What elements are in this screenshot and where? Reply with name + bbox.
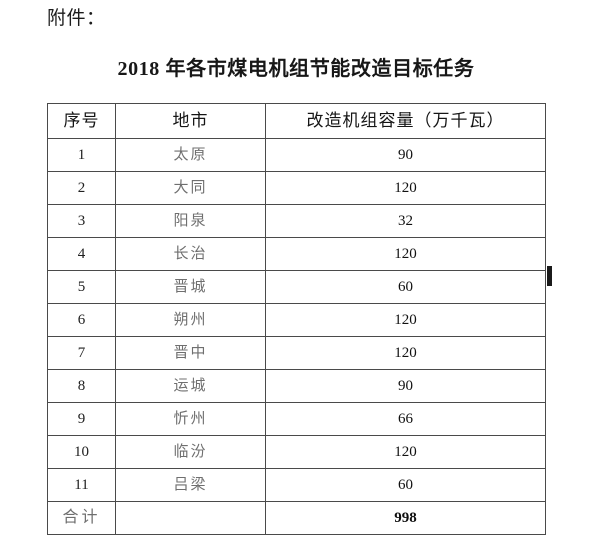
cell-city: 阳泉 xyxy=(115,204,266,238)
cell-value: 120 xyxy=(265,237,546,271)
cell-total-label: 合计 xyxy=(47,501,116,535)
cell-value: 120 xyxy=(265,336,546,370)
cell-city: 运城 xyxy=(115,369,266,403)
table-container: 序号 地市 改造机组容量（万千瓦） 1 太原 90 2 大同 120 3 xyxy=(47,103,546,535)
table-row: 7 晋中 120 xyxy=(47,336,546,370)
table-row: 11 吕梁 60 xyxy=(47,468,546,502)
cell-index: 3 xyxy=(47,204,116,238)
cell-value: 90 xyxy=(265,369,546,403)
cell-total-city xyxy=(115,501,266,535)
table-header: 序号 地市 改造机组容量（万千瓦） xyxy=(47,103,546,139)
energy-retrofit-table: 序号 地市 改造机组容量（万千瓦） 1 太原 90 2 大同 120 3 xyxy=(47,103,546,535)
cell-city: 临汾 xyxy=(115,435,266,469)
cell-city: 朔州 xyxy=(115,303,266,337)
table-row: 3 阳泉 32 xyxy=(47,204,546,238)
cell-city: 晋中 xyxy=(115,336,266,370)
cell-value: 60 xyxy=(265,270,546,304)
table-row: 10 临汾 120 xyxy=(47,435,546,469)
cell-index: 1 xyxy=(47,138,116,172)
cell-total-value: 998 xyxy=(265,501,546,535)
cell-value: 90 xyxy=(265,138,546,172)
cell-index: 8 xyxy=(47,369,116,403)
cell-value: 120 xyxy=(265,171,546,205)
attachment-label: 附件： xyxy=(47,8,106,29)
cell-value: 66 xyxy=(265,402,546,436)
cell-city: 太原 xyxy=(115,138,266,172)
cell-index: 11 xyxy=(47,468,116,502)
cell-city: 吕梁 xyxy=(115,468,266,502)
table-total-row: 合计 998 xyxy=(47,501,546,535)
table-row: 4 长治 120 xyxy=(47,237,546,271)
cell-index: 9 xyxy=(47,402,116,436)
cell-value: 32 xyxy=(265,204,546,238)
cell-index: 6 xyxy=(47,303,116,337)
cell-index: 5 xyxy=(47,270,116,304)
column-header-city: 地市 xyxy=(115,103,266,139)
table-row: 8 运城 90 xyxy=(47,369,546,403)
column-header-index: 序号 xyxy=(47,103,116,139)
cell-city: 晋城 xyxy=(115,270,266,304)
cell-city: 长治 xyxy=(115,237,266,271)
table-row: 9 忻州 66 xyxy=(47,402,546,436)
cell-index: 10 xyxy=(47,435,116,469)
table-body: 1 太原 90 2 大同 120 3 阳泉 32 4 长治 120 xyxy=(47,138,546,535)
table-row: 5 晋城 60 xyxy=(47,270,546,304)
cell-city: 忻州 xyxy=(115,402,266,436)
cell-city: 大同 xyxy=(115,171,266,205)
table-header-row: 序号 地市 改造机组容量（万千瓦） xyxy=(47,103,546,139)
column-header-value: 改造机组容量（万千瓦） xyxy=(265,103,546,139)
cell-value: 120 xyxy=(265,435,546,469)
table-row: 6 朔州 120 xyxy=(47,303,546,337)
cell-value: 120 xyxy=(265,303,546,337)
cell-index: 2 xyxy=(47,171,116,205)
scan-artifact-mark xyxy=(547,266,552,286)
cell-index: 7 xyxy=(47,336,116,370)
page-title: 2018 年各市煤电机组节能改造目标任务 xyxy=(117,58,475,80)
table-row: 2 大同 120 xyxy=(47,171,546,205)
table-row: 1 太原 90 xyxy=(47,138,546,172)
cell-index: 4 xyxy=(47,237,116,271)
cell-value: 60 xyxy=(265,468,546,502)
